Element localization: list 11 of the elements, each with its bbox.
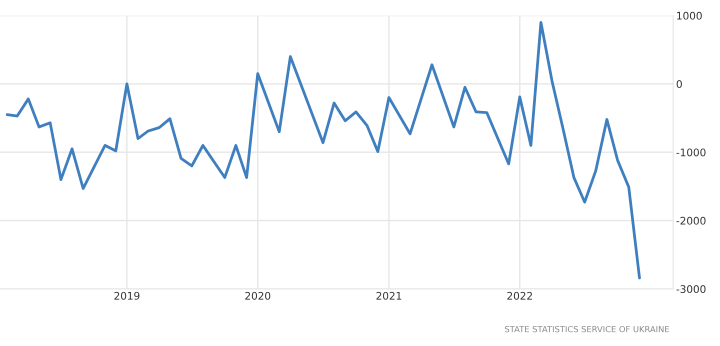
text: STATE STATISTICS SERVICE OF UKRAINE bbox=[504, 326, 670, 332]
x-tick-label: 2021 bbox=[376, 292, 402, 300]
y-tick-label: 0 bbox=[676, 80, 682, 88]
y-tick-label: 1000 bbox=[677, 12, 702, 20]
x-tick-label: 2020 bbox=[245, 292, 270, 300]
line-series bbox=[6, 21, 641, 280]
x-tick-label: 2019 bbox=[114, 292, 140, 300]
y-tick-label: -1000 bbox=[676, 148, 706, 156]
y-tick-label: -2000 bbox=[676, 216, 706, 225]
x-tick-label: 2022 bbox=[507, 292, 532, 300]
y-tick-label: -3000 bbox=[676, 285, 706, 294]
